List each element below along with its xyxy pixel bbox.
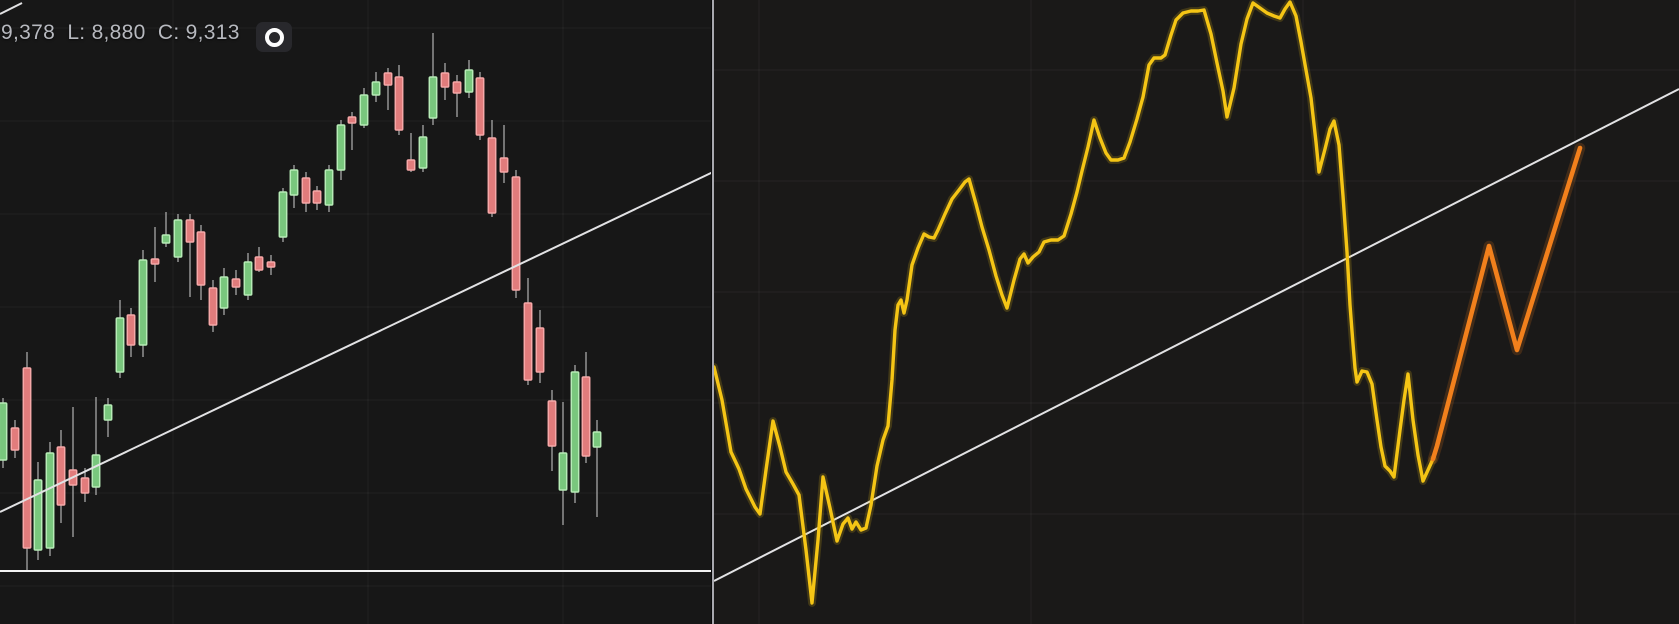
candle-up [161, 234, 171, 244]
candle-down [301, 177, 311, 204]
candle-down [452, 81, 462, 94]
candle-up [219, 276, 229, 309]
candle-up [0, 402, 8, 461]
candle-down [196, 231, 206, 286]
candle-down [475, 77, 485, 136]
price-series [714, 0, 1435, 605]
candle-down [547, 400, 557, 447]
candle-up [359, 94, 369, 126]
candle-up [336, 124, 346, 171]
visibility-button[interactable] [256, 22, 292, 52]
candle-down [347, 116, 357, 124]
candle-up [103, 404, 113, 421]
candle-down [383, 72, 393, 86]
candle-up [115, 317, 125, 373]
candle-down [581, 376, 591, 457]
trendline[interactable] [714, 88, 1679, 582]
candle-up [324, 169, 334, 206]
candle-up [91, 454, 101, 488]
line-chart-pane[interactable] [714, 0, 1679, 624]
candle-up [243, 261, 253, 296]
projection-series [1430, 145, 1583, 462]
circle-icon [264, 27, 284, 47]
candle-up [558, 452, 568, 491]
candle-up [428, 76, 438, 119]
candle-down [231, 278, 241, 288]
candle-down [406, 159, 416, 171]
candle-up [371, 81, 381, 96]
candle-down [254, 256, 264, 271]
ohlc-readout: 9,378 L: 8,880 C: 9,313 [1, 21, 240, 44]
candle-down [126, 314, 136, 346]
trendline[interactable] [0, 171, 713, 513]
candle-down [499, 157, 509, 173]
candle-up [33, 479, 43, 551]
candle-down [394, 76, 404, 131]
candle-down [80, 477, 90, 494]
pane-divider[interactable] [712, 0, 714, 624]
candle-down [185, 219, 195, 243]
candle-down [56, 446, 66, 506]
candle-down [22, 367, 32, 549]
candle-down [10, 427, 20, 451]
candle-down [312, 190, 322, 204]
candle-down [440, 72, 450, 88]
candle-down [535, 327, 545, 373]
candle-up [278, 191, 288, 238]
candle-down [150, 258, 160, 265]
candle-down [266, 261, 276, 268]
candle-down [487, 137, 497, 214]
corner-line-handle[interactable] [0, 2, 23, 15]
candle-down [523, 302, 533, 381]
candle-up [289, 169, 299, 196]
candle-down [511, 176, 521, 291]
line-chart[interactable] [714, 0, 1679, 624]
candle-up [418, 136, 428, 169]
candlestick-pane[interactable] [0, 0, 713, 624]
candlestick-chart[interactable] [0, 0, 713, 624]
candle-up [570, 371, 580, 493]
candle-up [45, 452, 55, 549]
candle-up [138, 259, 148, 346]
candle-up [464, 69, 474, 93]
candle-up [592, 431, 602, 448]
candle-down [208, 287, 218, 326]
candle-up [173, 219, 183, 258]
